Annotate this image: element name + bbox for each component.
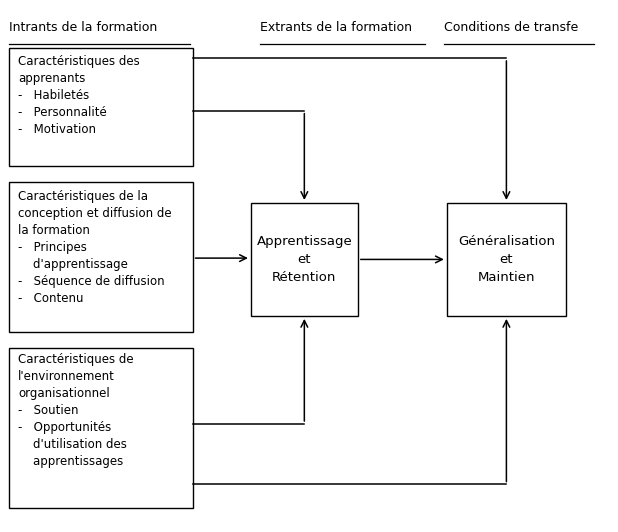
Text: Caractéristiques des
apprenants
-   Habiletés
-   Personnalité
-   Motivation: Caractéristiques des apprenants - Habile… [18, 55, 140, 136]
Text: Extrants de la formation: Extrants de la formation [260, 21, 412, 34]
Text: Généralisation
et
Maintien: Généralisation et Maintien [458, 235, 555, 284]
FancyBboxPatch shape [9, 47, 193, 166]
Text: Caractéristiques de la
conception et diffusion de
la formation
-   Principes
   : Caractéristiques de la conception et dif… [18, 190, 172, 305]
FancyBboxPatch shape [447, 203, 566, 316]
Text: Apprentissage
et
Rétention: Apprentissage et Rétention [256, 235, 352, 284]
Text: Conditions de transfe: Conditions de transfe [444, 21, 578, 34]
FancyBboxPatch shape [9, 182, 193, 332]
FancyBboxPatch shape [251, 203, 358, 316]
FancyBboxPatch shape [9, 347, 193, 508]
Text: Caractéristiques de
l'environnement
organisationnel
-   Soutien
-   Opportunités: Caractéristiques de l'environnement orga… [18, 353, 133, 468]
Text: Intrants de la formation: Intrants de la formation [9, 21, 157, 34]
